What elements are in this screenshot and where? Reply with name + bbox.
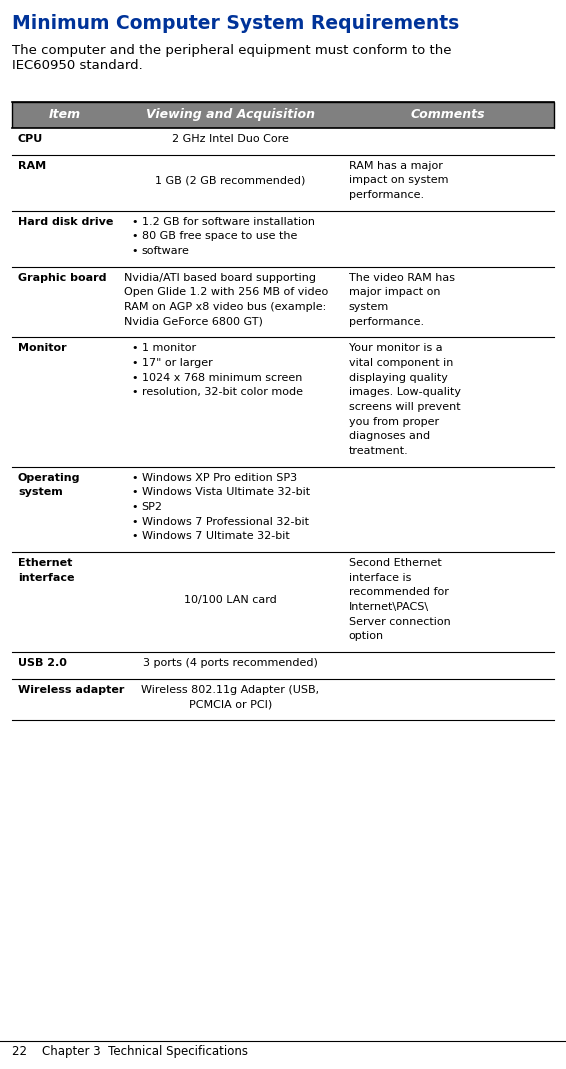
Text: 1 monitor: 1 monitor [142, 343, 196, 353]
Text: Comments: Comments [411, 108, 486, 122]
Text: SP2: SP2 [142, 501, 162, 512]
Text: Operating: Operating [18, 472, 80, 482]
Text: •: • [132, 501, 138, 512]
Text: Wireless 802.11g Adapter (USB,: Wireless 802.11g Adapter (USB, [141, 684, 319, 695]
Text: •: • [132, 372, 138, 383]
Text: Windows 7 Professional 32-bit: Windows 7 Professional 32-bit [142, 516, 308, 527]
Text: 80 GB free space to use the: 80 GB free space to use the [142, 231, 297, 242]
Text: RAM has a major: RAM has a major [349, 160, 443, 171]
Text: resolution, 32-bit color mode: resolution, 32-bit color mode [142, 387, 303, 398]
Text: The computer and the peripheral equipment must conform to the
IEC60950 standard.: The computer and the peripheral equipmen… [12, 44, 452, 73]
Text: vital component in: vital component in [349, 358, 453, 368]
Text: Windows Vista Ultimate 32-bit: Windows Vista Ultimate 32-bit [142, 487, 310, 497]
Text: 1.2 GB for software installation: 1.2 GB for software installation [142, 217, 315, 227]
Text: RAM on AGP x8 video bus (example:: RAM on AGP x8 video bus (example: [124, 301, 326, 312]
Text: screens will prevent: screens will prevent [349, 402, 460, 412]
Bar [12, 552, 554, 652]
Bar [12, 155, 554, 211]
Text: interface is: interface is [349, 573, 411, 583]
Text: performance.: performance. [349, 316, 424, 326]
Text: Viewing and Acquisition: Viewing and Acquisition [145, 108, 315, 122]
Bar [12, 128, 554, 155]
Text: 10/100 LAN card: 10/100 LAN card [184, 594, 277, 605]
Text: diagnoses and: diagnoses and [349, 431, 430, 441]
Text: USB 2.0: USB 2.0 [18, 657, 67, 668]
Text: •: • [132, 516, 138, 527]
Bar [12, 211, 554, 266]
Text: 17" or larger: 17" or larger [142, 358, 212, 368]
Text: impact on system: impact on system [349, 175, 448, 185]
Text: images. Low-quality: images. Low-quality [349, 387, 461, 398]
Text: Ethernet: Ethernet [18, 558, 72, 568]
Text: 22    Chapter 3  Technical Specifications: 22 Chapter 3 Technical Specifications [12, 1045, 248, 1058]
Text: Nvidia/ATI based board supporting: Nvidia/ATI based board supporting [124, 273, 316, 282]
Text: •: • [132, 343, 138, 353]
Bar [12, 266, 554, 337]
Text: •: • [132, 531, 138, 541]
Text: you from proper: you from proper [349, 417, 439, 427]
Text: Wireless adapter: Wireless adapter [18, 684, 125, 695]
Text: option: option [349, 631, 384, 641]
Text: •: • [132, 387, 138, 398]
Text: Nvidia GeForce 6800 GT): Nvidia GeForce 6800 GT) [124, 316, 263, 326]
Text: Monitor: Monitor [18, 343, 67, 353]
Text: recommended for: recommended for [349, 587, 448, 598]
Text: Item: Item [49, 108, 81, 122]
Text: •: • [132, 487, 138, 497]
Bar [12, 652, 554, 679]
Text: Second Ethernet: Second Ethernet [349, 558, 441, 568]
Text: system: system [349, 301, 389, 312]
Text: •: • [132, 358, 138, 368]
Text: interface: interface [18, 573, 75, 583]
Text: system: system [18, 487, 63, 497]
Text: 3 ports (4 ports recommended): 3 ports (4 ports recommended) [143, 657, 318, 668]
Text: Open Glide 1.2 with 256 MB of video: Open Glide 1.2 with 256 MB of video [124, 288, 328, 297]
Bar [12, 466, 554, 552]
Text: major impact on: major impact on [349, 288, 440, 297]
Text: Minimum Computer System Requirements: Minimum Computer System Requirements [12, 14, 459, 33]
Text: •: • [132, 472, 138, 482]
Text: Server connection: Server connection [349, 617, 451, 626]
Text: Graphic board: Graphic board [18, 273, 106, 282]
Text: Hard disk drive: Hard disk drive [18, 217, 113, 227]
Text: •: • [132, 217, 138, 227]
Bar [12, 102, 554, 128]
Text: RAM: RAM [18, 160, 46, 171]
Bar [12, 679, 554, 719]
Text: Internet\PACS\: Internet\PACS\ [349, 602, 429, 611]
Text: •: • [132, 231, 138, 242]
Text: performance.: performance. [349, 190, 424, 200]
Text: treatment.: treatment. [349, 446, 409, 455]
Text: Windows XP Pro edition SP3: Windows XP Pro edition SP3 [142, 472, 297, 482]
Text: 1024 x 768 minimum screen: 1024 x 768 minimum screen [142, 372, 302, 383]
Bar [12, 337, 554, 466]
Text: Windows 7 Ultimate 32-bit: Windows 7 Ultimate 32-bit [142, 531, 289, 541]
Text: •: • [132, 246, 138, 255]
Text: 2 GHz Intel Duo Core: 2 GHz Intel Duo Core [171, 134, 289, 144]
Text: The video RAM has: The video RAM has [349, 273, 454, 282]
Text: displaying quality: displaying quality [349, 372, 448, 383]
Text: 1 GB (2 GB recommended): 1 GB (2 GB recommended) [155, 175, 305, 185]
Text: software: software [142, 246, 190, 255]
Text: PCMCIA or PCI): PCMCIA or PCI) [188, 699, 272, 709]
Text: Your monitor is a: Your monitor is a [349, 343, 442, 353]
Text: CPU: CPU [18, 134, 43, 144]
